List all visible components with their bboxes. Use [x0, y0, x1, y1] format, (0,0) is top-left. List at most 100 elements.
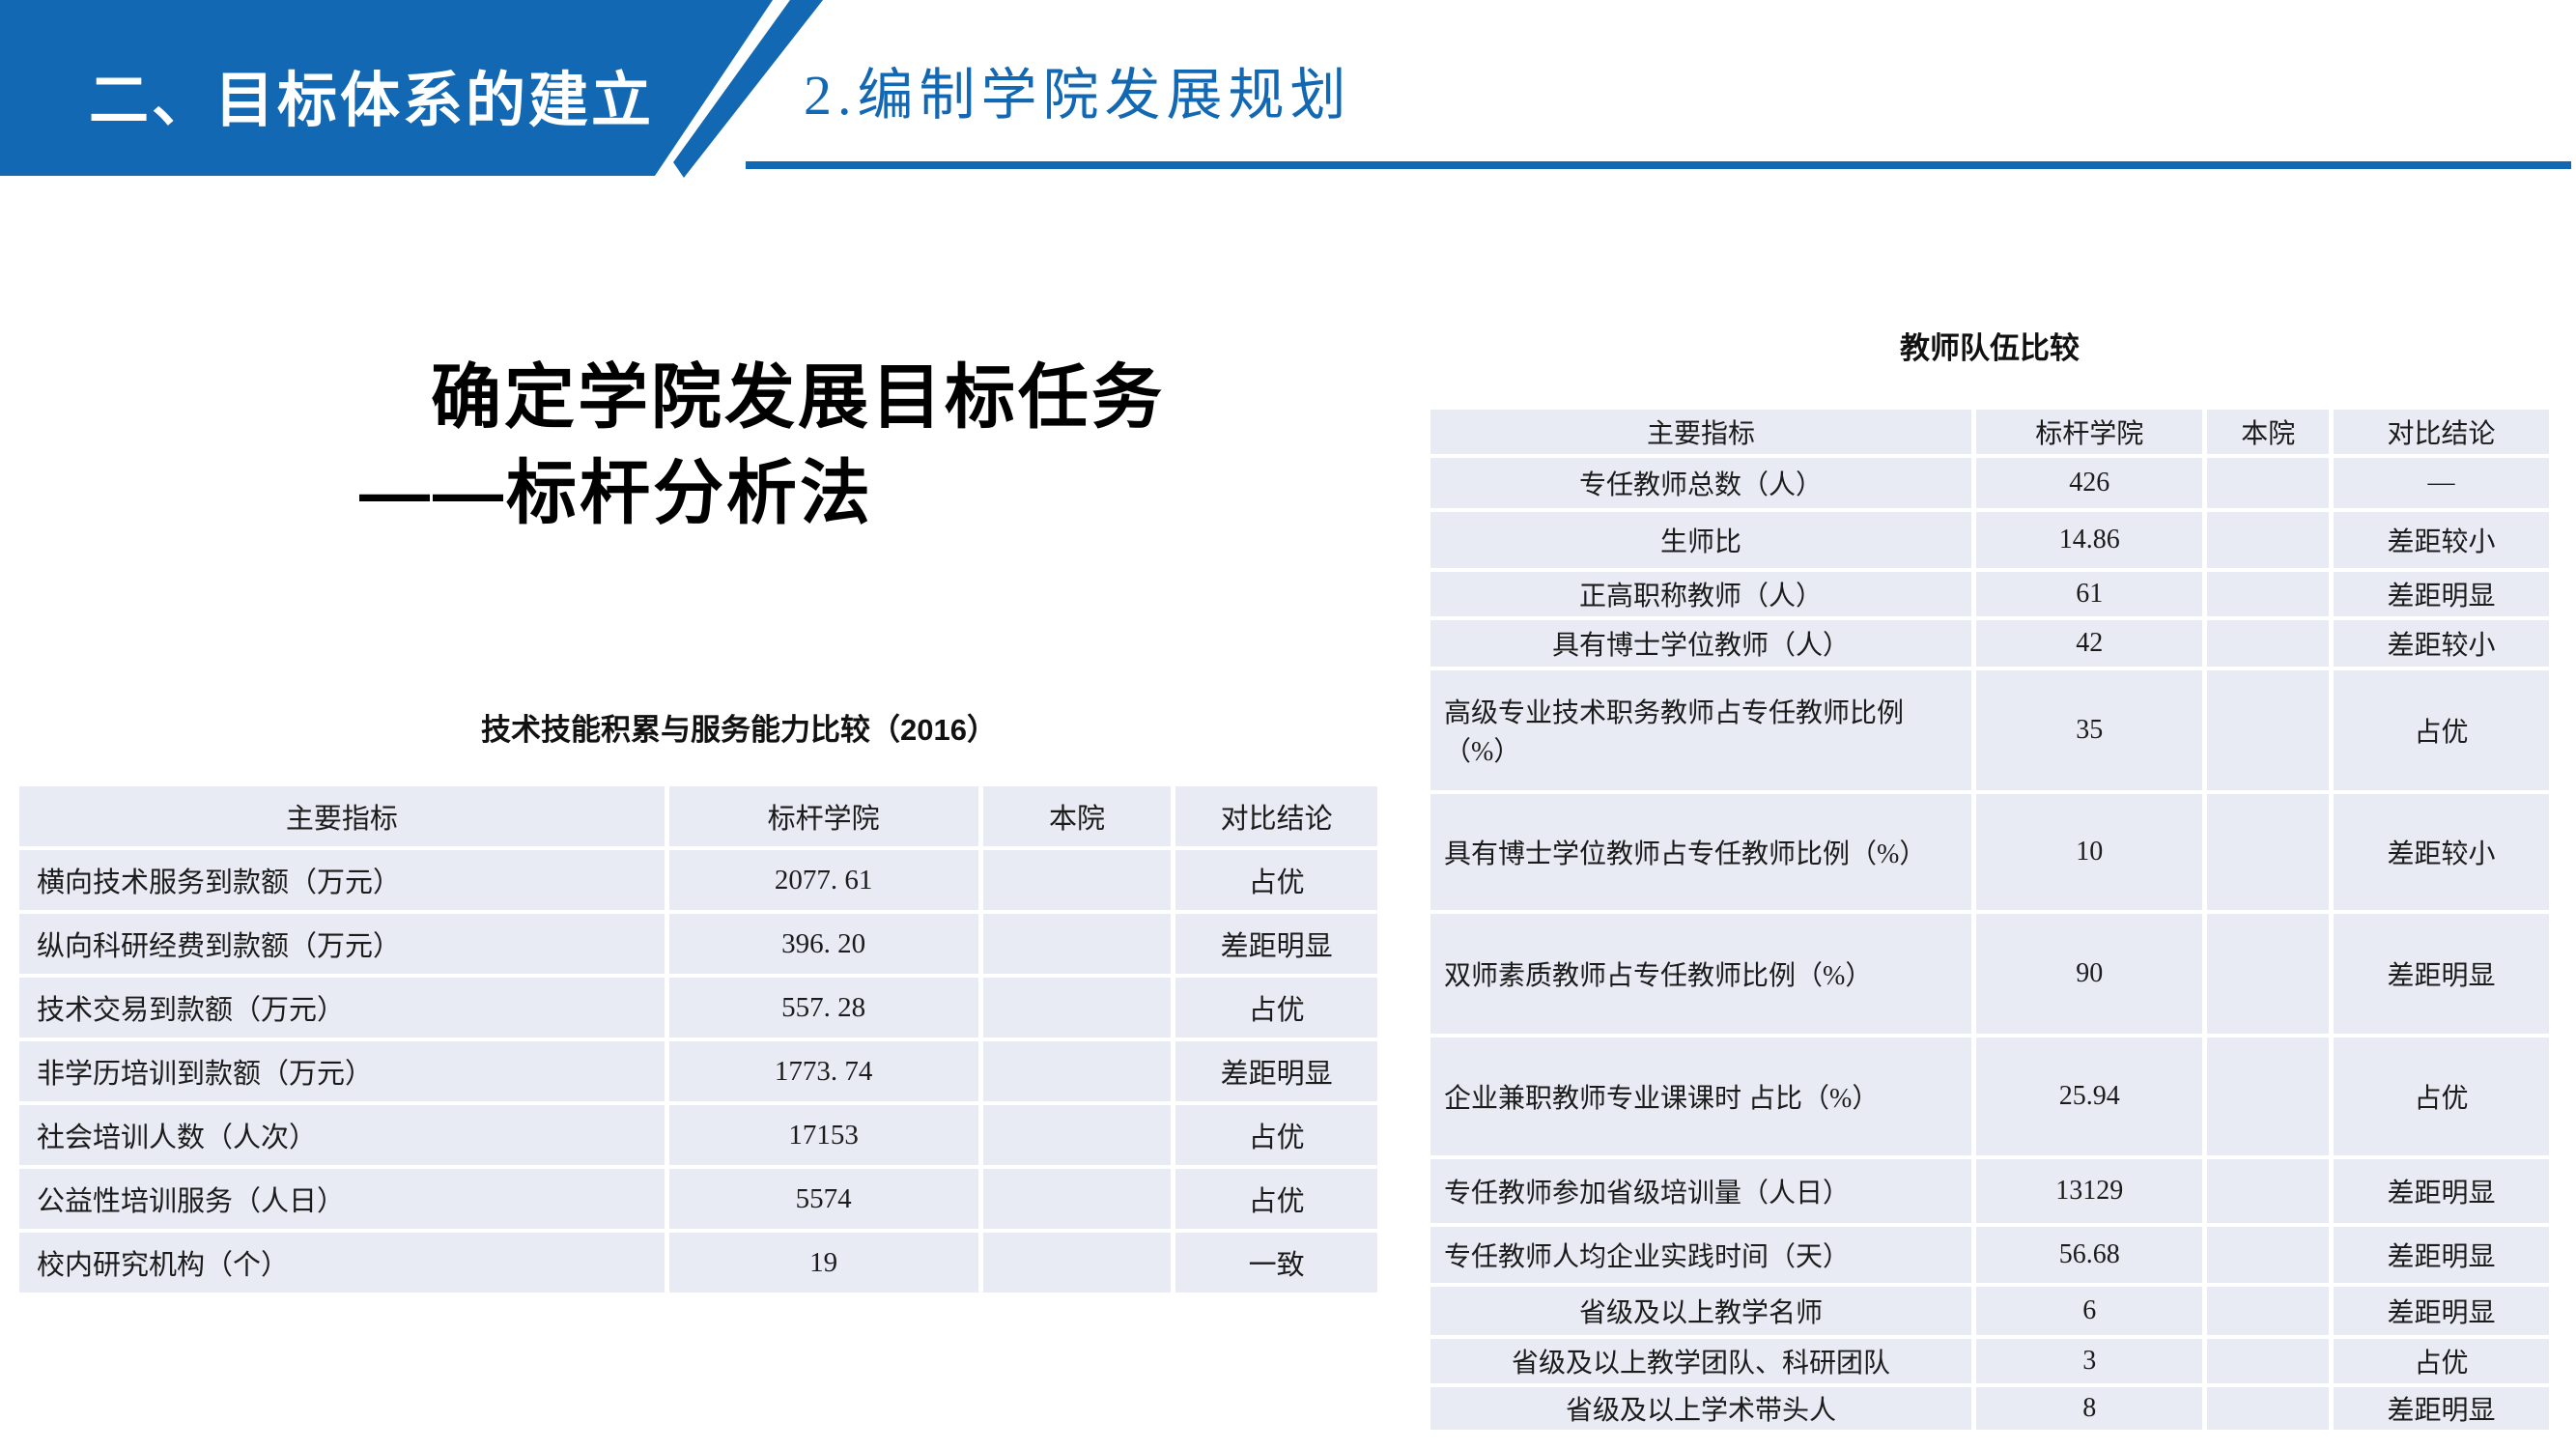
own-cell: [2207, 914, 2330, 1034]
own-cell: [982, 914, 1172, 974]
column-header-own: 本院: [982, 786, 1172, 846]
benchmark-cell: 19: [668, 1233, 978, 1293]
table-row: 社会培训人数（人次） 17153 占优: [19, 1105, 1377, 1165]
column-header-conclusion: 对比结论: [1175, 786, 1377, 846]
table-header-row: 主要指标 标杆学院 本院 对比结论: [19, 786, 1377, 846]
conclusion-cell: 差距明显: [2334, 1287, 2549, 1335]
own-cell: [2207, 620, 2330, 667]
left-table-body: 横向技术服务到款额（万元） 2077. 61 占优 纵向科研经费到款额（万元） 396.…: [19, 850, 1377, 1293]
section-title: 二、目标体系的建立: [89, 68, 655, 134]
column-header-benchmark: 标杆学院: [1976, 410, 2203, 454]
conclusion-cell: 占优: [2334, 1339, 2549, 1383]
main-title-line1: 确定学院发展目标任务: [431, 358, 1165, 437]
indicator-cell: 高级专业技术职务教师占专任教师比例（%）: [1430, 670, 1972, 790]
indicator-cell: 生师比: [1430, 512, 1972, 568]
indicator-cell: 技术交易到款额（万元）: [19, 978, 665, 1038]
table-row: 省级及以上学术带头人 8 差距明显: [1430, 1387, 2549, 1430]
conclusion-cell: 差距明显: [1175, 1041, 1377, 1101]
main-title-line2: ——标杆分析法: [359, 454, 873, 532]
own-cell: [2207, 1159, 2330, 1223]
indicator-cell: 纵向科研经费到款额（万元）: [19, 914, 665, 974]
conclusion-cell: 占优: [1175, 1169, 1377, 1229]
table-row: 省级及以上教学团队、科研团队 3 占优: [1430, 1339, 2549, 1383]
benchmark-cell: 13129: [1976, 1159, 2203, 1223]
indicator-cell: 省级及以上教学团队、科研团队: [1430, 1339, 1972, 1383]
right-table-title: 教师队伍比较: [1900, 331, 2080, 365]
right-table-body: 专任教师总数（人） 426— 生师比 14.86 差距较小 正高职称教师（人） 61 差距明显…: [1430, 458, 2549, 1430]
page-subtitle: 2.编制学院发展规划: [804, 64, 1352, 127]
table-row: 横向技术服务到款额（万元） 2077. 61 占优: [19, 850, 1377, 910]
table-header-row: 主要指标 标杆学院 本院 对比结论: [1430, 410, 2549, 454]
own-cell: [2207, 512, 2330, 568]
benchmark-cell: 42: [1976, 620, 2203, 667]
table-row: 正高职称教师（人） 61 差距明显: [1430, 572, 2549, 616]
indicator-cell: 社会培训人数（人次）: [19, 1105, 665, 1165]
indicator-cell: 横向技术服务到款额（万元）: [19, 850, 665, 910]
indicator-cell: 企业兼职教师专业课课时 占比（%）: [1430, 1038, 1972, 1155]
benchmark-cell: 17153: [668, 1105, 978, 1165]
conclusion-cell: 差距明显: [2334, 1159, 2549, 1223]
conclusion-cell: 占优: [1175, 978, 1377, 1038]
left-table-title: 技术技能积累与服务能力比较（2016）: [481, 713, 997, 747]
table-row: 校内研究机构（个） 19 一致: [19, 1233, 1377, 1293]
table-row: 专任教师参加省级培训量（人日） 13129 差距明显: [1430, 1159, 2549, 1223]
indicator-cell: 公益性培训服务（人日）: [19, 1169, 665, 1229]
conclusion-cell: 差距明显: [2334, 572, 2549, 616]
column-header-indicator: 主要指标: [19, 786, 665, 846]
column-header-own: 本院: [2207, 410, 2330, 454]
section-banner: [0, 0, 773, 176]
own-cell: [982, 1233, 1172, 1293]
own-cell: [2207, 1339, 2330, 1383]
conclusion-cell: 差距明显: [2334, 914, 2549, 1034]
own-cell: [982, 1169, 1172, 1229]
conclusion-cell: 一致: [1175, 1233, 1377, 1293]
conclusion-cell: 差距明显: [2334, 1387, 2549, 1430]
table-row: 非学历培训到款额（万元） 1773. 74 差距明显: [19, 1041, 1377, 1101]
indicator-cell: 省级及以上学术带头人: [1430, 1387, 1972, 1430]
indicator-cell: 校内研究机构（个）: [19, 1233, 665, 1293]
indicator-cell: 专任教师参加省级培训量（人日）: [1430, 1159, 1972, 1223]
own-cell: [2207, 1038, 2330, 1155]
table-row: 具有博士学位教师占专任教师比例（%） 10 差距较小: [1430, 794, 2549, 910]
conclusion-cell: 差距明显: [1175, 914, 1377, 974]
benchmark-cell: 25.94: [1976, 1038, 2203, 1155]
indicator-cell: 专任教师总数（人）: [1430, 458, 1972, 508]
indicator-cell: 具有博士学位教师（人）: [1430, 620, 1972, 667]
benchmark-cell: 8: [1976, 1387, 2203, 1430]
table-row: 双师素质教师占专任教师比例（%） 90 差距明显: [1430, 914, 2549, 1034]
benchmark-cell: 3: [1976, 1339, 2203, 1383]
table-row: 专任教师总数（人） 426 —: [1430, 458, 2549, 508]
column-header-conclusion: 对比结论: [2334, 410, 2549, 454]
own-cell: [2207, 1287, 2330, 1335]
own-cell: [2207, 670, 2330, 790]
own-cell: [2207, 1227, 2330, 1283]
table-row: 省级及以上教学名师 6 差距明显: [1430, 1287, 2549, 1335]
indicator-cell: 非学历培训到款额（万元）: [19, 1041, 665, 1101]
conclusion-cell: 占优: [2334, 670, 2549, 790]
benchmark-cell: 14.86: [1976, 512, 2203, 568]
indicator-cell: 正高职称教师（人）: [1430, 572, 1972, 616]
conclusion-cell: 占优: [1175, 1105, 1377, 1165]
benchmark-cell: 396. 20: [668, 914, 978, 974]
indicator-cell: 具有博士学位教师占专任教师比例（%）: [1430, 794, 1972, 910]
indicator-cell: 专任教师人均企业实践时间（天）: [1430, 1227, 1972, 1283]
own-cell: [982, 850, 1172, 910]
main-title: 确定学院发展目标任务 ——标杆分析法: [359, 350, 1165, 541]
own-cell: [982, 1041, 1172, 1101]
benchmark-cell: 426: [1976, 458, 2203, 508]
indicator-cell: 省级及以上教学名师: [1430, 1287, 1972, 1335]
own-cell: [982, 1105, 1172, 1165]
own-cell: [2207, 794, 2330, 910]
benchmark-cell: 90: [1976, 914, 2203, 1034]
benchmark-cell: 557. 28: [668, 978, 978, 1038]
benchmark-cell: 1773. 74: [668, 1041, 978, 1101]
benchmark-cell: 5574: [668, 1169, 978, 1229]
indicator-cell: 双师素质教师占专任教师比例（%）: [1430, 914, 1972, 1034]
column-header-benchmark: 标杆学院: [668, 786, 978, 846]
table-row: 高级专业技术职务教师占专任教师比例（%） 35 占优: [1430, 670, 2549, 790]
conclusion-cell: 差距明显: [2334, 1227, 2549, 1283]
conclusion-cell: 差距较小: [2334, 794, 2549, 910]
own-cell: [2207, 458, 2330, 508]
column-header-indicator: 主要指标: [1430, 410, 1972, 454]
benchmark-cell: 6: [1976, 1287, 2203, 1335]
